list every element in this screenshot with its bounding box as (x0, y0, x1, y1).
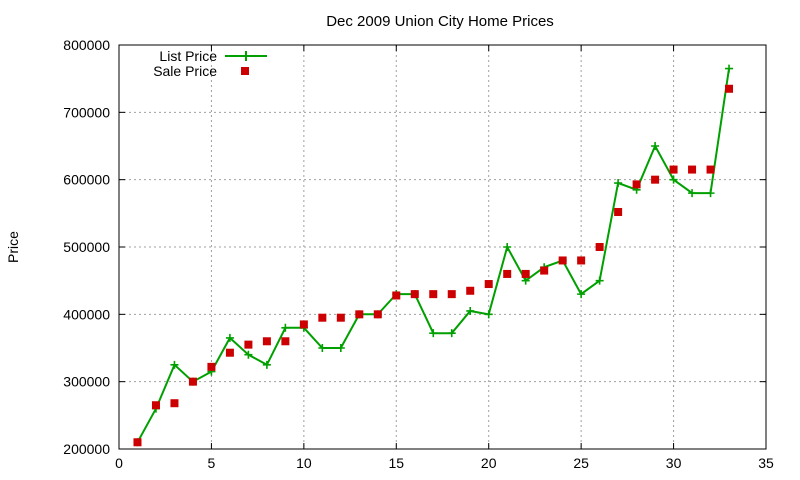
sale-price-point (651, 175, 660, 184)
sale-price-point (484, 280, 493, 289)
sale-price-point (373, 310, 382, 319)
list-price-point (669, 175, 678, 184)
list-price-point (503, 243, 512, 251)
x-tick-label: 20 (481, 455, 497, 471)
axis-ticks: 200000 300000 400000 500000 600000 700000 8000… (63, 37, 774, 471)
list-price-point (447, 329, 456, 338)
x-tick-label: 35 (758, 455, 774, 471)
sale-price-point (447, 290, 456, 299)
sale-price-point (669, 165, 678, 174)
sale-price-point (725, 84, 734, 93)
y-tick-label: 400000 (63, 306, 110, 322)
list-price-point (429, 329, 438, 338)
y-tick-label: 500000 (63, 239, 110, 255)
x-tick-label: 25 (573, 455, 589, 471)
list-price-point (262, 360, 271, 369)
plot-frame (118, 44, 767, 450)
y-tick-label: 800000 (63, 37, 110, 53)
sale-price-point (688, 165, 697, 174)
sale-price-point (577, 256, 586, 265)
list-price-point (577, 290, 586, 299)
list-price-point (521, 276, 530, 285)
list-price-point (336, 344, 345, 352)
list-price-point (651, 142, 660, 150)
list-price-point (688, 189, 697, 198)
list-price-point (225, 333, 234, 342)
sale-price-point (410, 290, 419, 299)
sale-price-point (540, 266, 549, 275)
list-price-point (170, 360, 179, 369)
list-price-point (466, 306, 475, 315)
sale-price-point (170, 399, 179, 408)
sale-price-point (595, 243, 604, 251)
list-price-point (595, 276, 604, 285)
series-layer (133, 64, 734, 447)
chart-title: Dec 2009 Union City Home Prices (326, 13, 554, 30)
sale-price-point (281, 337, 290, 346)
sale-price-point (706, 165, 715, 174)
sale-price-point (521, 269, 530, 278)
sale-price-point (262, 337, 271, 346)
list-price-point (484, 310, 493, 319)
sale-price-point (392, 291, 401, 300)
sale-price-point (151, 401, 160, 410)
x-tick-label: 10 (296, 455, 312, 471)
sale-price-point (318, 313, 327, 322)
legend-label-sale-price: Sale Price (153, 63, 217, 79)
sale-price-point (632, 180, 641, 189)
y-tick-label: 200000 (63, 441, 110, 457)
sale-price-point (503, 269, 512, 278)
sale-price-point (299, 320, 308, 329)
y-tick-label: 300000 (63, 374, 110, 390)
legend: List Price Sale Price (153, 48, 267, 79)
sale-price-point (188, 377, 197, 386)
sale-price-point (355, 310, 364, 319)
list-price-point (706, 189, 715, 198)
sale-price-point (207, 362, 216, 371)
legend-marker-list-price (241, 51, 251, 61)
sale-price-point (225, 348, 234, 357)
y-tick-label: 700000 (63, 104, 110, 120)
x-tick-label: 0 (115, 455, 123, 471)
list-price-point (614, 179, 623, 188)
list-price-point (318, 344, 327, 352)
sale-price-point (244, 340, 253, 349)
y-tick-label: 600000 (63, 172, 110, 188)
sale-price-point (133, 438, 142, 447)
list-price-point (281, 323, 290, 332)
list-price-point (725, 64, 734, 73)
x-tick-label: 30 (666, 455, 682, 471)
grid (119, 45, 766, 449)
list-price-point (244, 350, 253, 359)
x-tick-label: 5 (208, 455, 216, 471)
x-tick-label: 15 (388, 455, 404, 471)
sale-price-point (558, 256, 567, 265)
sale-price-point (466, 286, 475, 295)
sale-price-point (614, 207, 623, 216)
sale-price-point (429, 290, 438, 299)
y-axis-label: Price (5, 231, 21, 263)
legend-label-list-price: List Price (159, 48, 217, 64)
legend-marker-sale-price (241, 67, 249, 75)
series-line-list-price (136, 68, 730, 443)
sale-price-point (336, 313, 345, 322)
